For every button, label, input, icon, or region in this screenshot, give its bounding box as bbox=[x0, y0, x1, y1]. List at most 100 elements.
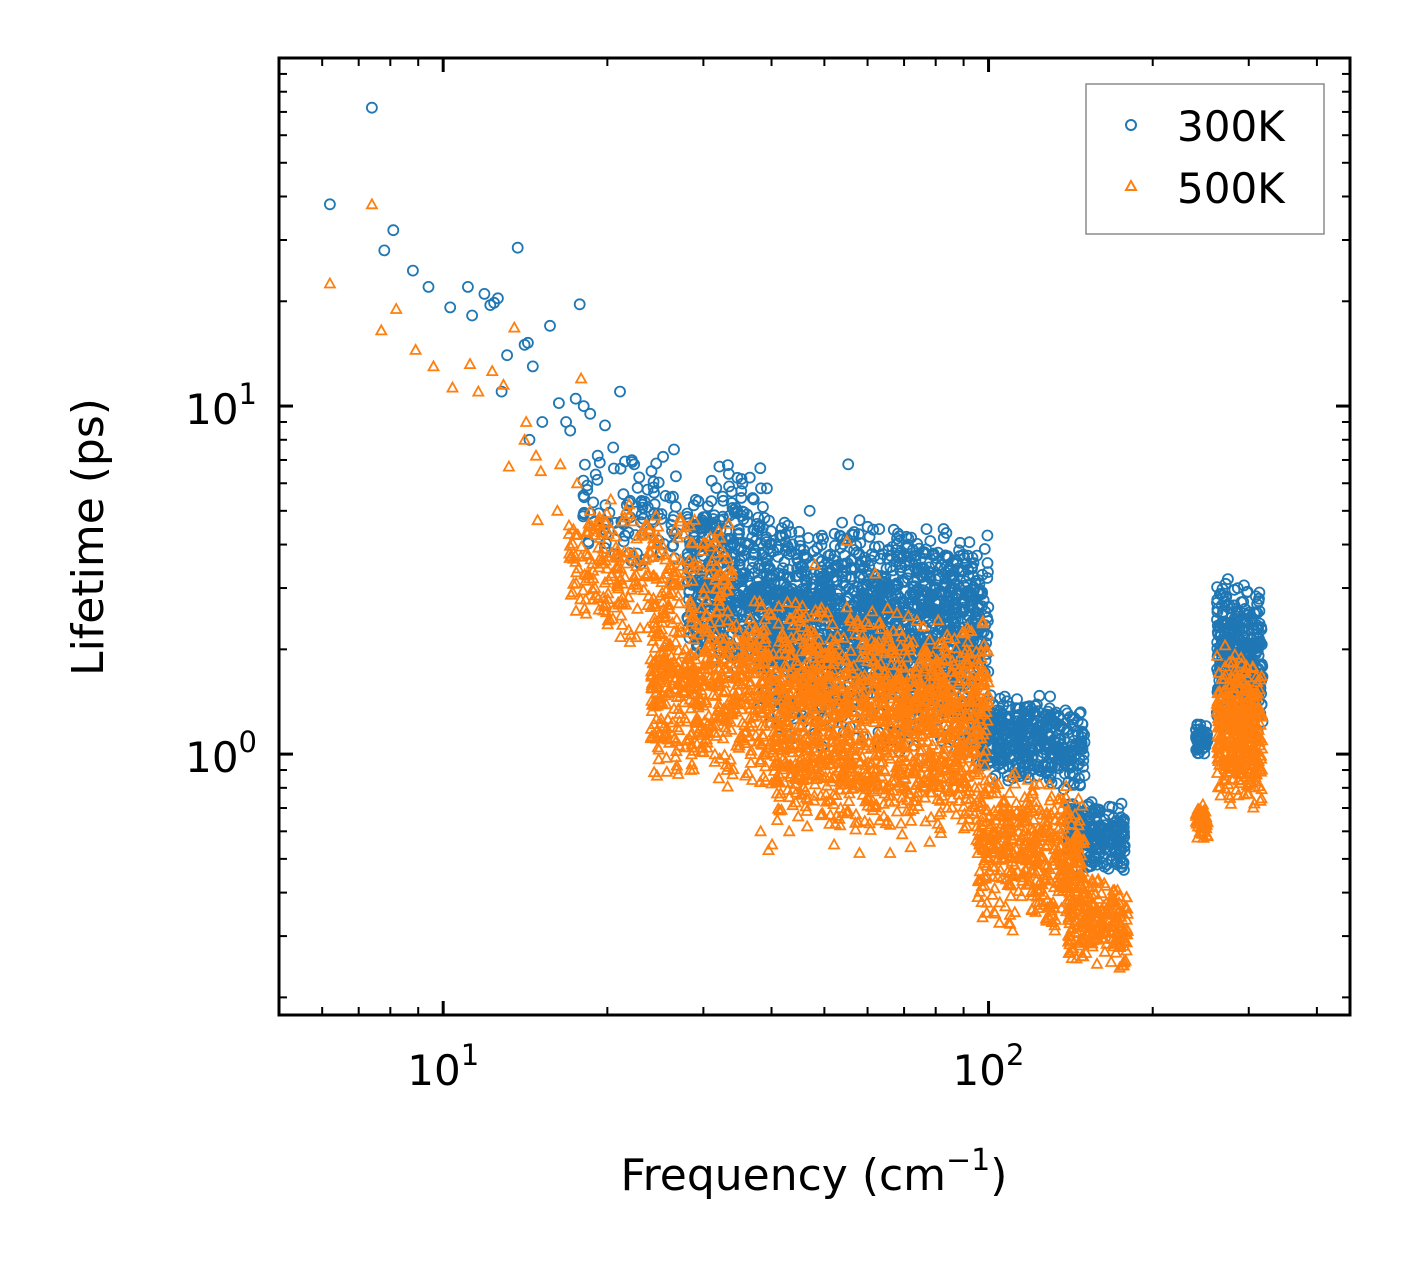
point-300K bbox=[874, 552, 887, 565]
point-300K bbox=[920, 543, 932, 556]
point-300K bbox=[765, 571, 778, 583]
point-300K bbox=[778, 516, 791, 529]
point-300K bbox=[796, 561, 809, 574]
point-300K bbox=[1013, 708, 1026, 721]
point-300K bbox=[969, 611, 981, 624]
point-300K bbox=[956, 604, 969, 616]
point-300K bbox=[564, 424, 577, 437]
point-300K bbox=[978, 543, 991, 555]
point-300K bbox=[891, 551, 904, 564]
point-300K bbox=[759, 551, 772, 564]
point-300K bbox=[895, 561, 908, 574]
point-300K bbox=[1070, 725, 1083, 738]
point-300K bbox=[1031, 751, 1044, 764]
point-300K bbox=[710, 482, 723, 494]
point-300K bbox=[940, 580, 953, 593]
point-300K bbox=[735, 604, 747, 617]
point-300K bbox=[1059, 767, 1071, 780]
point-300K bbox=[1096, 821, 1109, 834]
point-300K bbox=[1001, 747, 1013, 759]
point-300K bbox=[941, 560, 953, 572]
point-300K bbox=[1025, 703, 1038, 716]
point-300K bbox=[736, 477, 749, 490]
point-300K bbox=[873, 601, 886, 614]
point-300K bbox=[858, 560, 871, 573]
point-300K bbox=[981, 529, 994, 542]
point-300K bbox=[859, 593, 871, 605]
point-300K bbox=[994, 713, 1007, 726]
point-300K bbox=[776, 529, 789, 542]
point-300K bbox=[737, 567, 749, 580]
point-300K bbox=[478, 287, 491, 300]
point-300K bbox=[761, 482, 773, 495]
point-300K bbox=[1068, 712, 1081, 724]
point-300K bbox=[577, 400, 590, 413]
point-300K bbox=[553, 397, 565, 410]
point-300K bbox=[877, 575, 890, 588]
point-300K bbox=[964, 590, 977, 603]
point-300K bbox=[607, 441, 620, 454]
point-300K bbox=[873, 523, 886, 535]
point-300K bbox=[930, 627, 942, 640]
point-300K bbox=[593, 456, 606, 469]
point-300K bbox=[991, 728, 1004, 740]
point-300K bbox=[766, 642, 779, 654]
point-300K bbox=[747, 523, 760, 536]
point-300K bbox=[732, 528, 745, 541]
point-300K bbox=[924, 572, 937, 585]
point-300K bbox=[1018, 745, 1031, 758]
point-300K bbox=[867, 523, 879, 536]
point-300K bbox=[952, 562, 964, 575]
point-300K bbox=[1000, 713, 1013, 725]
point-300K bbox=[829, 594, 841, 607]
point-300K bbox=[772, 540, 784, 553]
point-300K bbox=[802, 532, 815, 544]
point-300K bbox=[1066, 718, 1079, 731]
point-300K bbox=[887, 523, 900, 536]
point-300K bbox=[1094, 843, 1106, 856]
point-300K bbox=[967, 557, 980, 569]
point-300K bbox=[650, 457, 663, 470]
point-300K bbox=[495, 385, 508, 398]
point-300K bbox=[1023, 705, 1035, 718]
point-300K bbox=[1114, 846, 1126, 859]
point-300K bbox=[406, 264, 419, 277]
point-300K bbox=[873, 540, 885, 553]
point-300K bbox=[648, 486, 660, 499]
point-300K bbox=[845, 554, 857, 567]
point-300K bbox=[1039, 715, 1052, 728]
point-300K bbox=[1044, 761, 1057, 774]
point-300K bbox=[852, 594, 864, 607]
point-300K bbox=[759, 586, 772, 598]
point-300K bbox=[883, 585, 896, 598]
point-300K bbox=[581, 479, 594, 492]
point-300K bbox=[608, 462, 620, 475]
point-300K bbox=[626, 456, 639, 468]
point-300K bbox=[920, 622, 932, 634]
point-300K bbox=[735, 552, 748, 564]
point-300K bbox=[722, 467, 735, 480]
point-300K bbox=[950, 604, 963, 616]
point-300K bbox=[713, 460, 726, 473]
point-300K bbox=[746, 492, 759, 504]
point-300K bbox=[1111, 858, 1123, 871]
point-300K bbox=[1022, 771, 1034, 784]
point-300K bbox=[511, 241, 524, 254]
point-300K bbox=[1054, 733, 1067, 746]
point-300K bbox=[1050, 706, 1062, 719]
point-300K bbox=[942, 551, 955, 564]
point-300K bbox=[923, 566, 936, 578]
point-300K bbox=[818, 574, 831, 586]
point-300K bbox=[899, 601, 911, 613]
point-300K bbox=[782, 519, 794, 532]
point-300K bbox=[749, 547, 762, 560]
point-300K bbox=[747, 493, 760, 506]
point-300K bbox=[1055, 747, 1068, 760]
point-300K bbox=[760, 569, 773, 582]
point-300K bbox=[735, 473, 748, 485]
point-300K bbox=[323, 198, 336, 211]
point-300K bbox=[378, 244, 391, 257]
point-300K bbox=[736, 510, 748, 522]
point-300K bbox=[893, 534, 905, 547]
point-300K bbox=[900, 631, 913, 644]
